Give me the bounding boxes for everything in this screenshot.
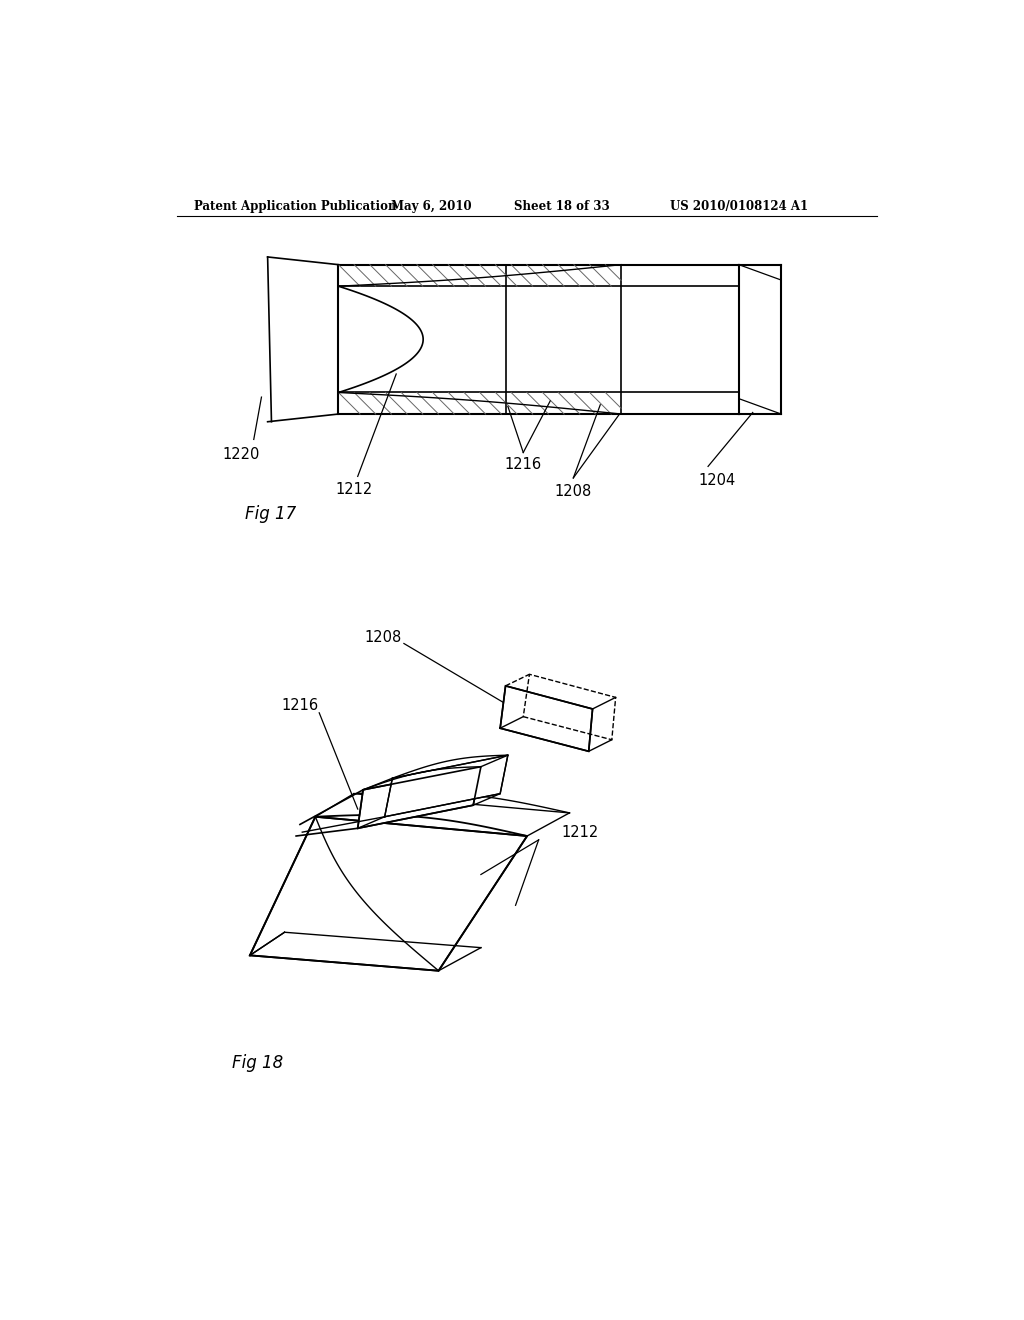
Text: 1216: 1216	[505, 457, 542, 473]
Text: US 2010/0108124 A1: US 2010/0108124 A1	[670, 199, 808, 213]
Text: 1204: 1204	[698, 473, 736, 488]
Text: Fig 18: Fig 18	[232, 1055, 284, 1072]
Text: 1208: 1208	[365, 630, 401, 645]
Text: 1208: 1208	[555, 483, 592, 499]
Text: 1216: 1216	[282, 697, 318, 713]
Polygon shape	[385, 755, 508, 817]
Text: 1220: 1220	[222, 447, 259, 462]
Polygon shape	[500, 686, 593, 751]
Polygon shape	[357, 767, 481, 829]
Text: May 6, 2010: May 6, 2010	[390, 199, 471, 213]
Text: Patent Application Publication: Patent Application Publication	[194, 199, 396, 213]
Text: Sheet 18 of 33: Sheet 18 of 33	[514, 199, 609, 213]
Polygon shape	[250, 817, 527, 970]
Text: 1212: 1212	[562, 825, 599, 841]
Text: 1212: 1212	[335, 482, 373, 498]
Text: Fig 17: Fig 17	[245, 506, 296, 523]
